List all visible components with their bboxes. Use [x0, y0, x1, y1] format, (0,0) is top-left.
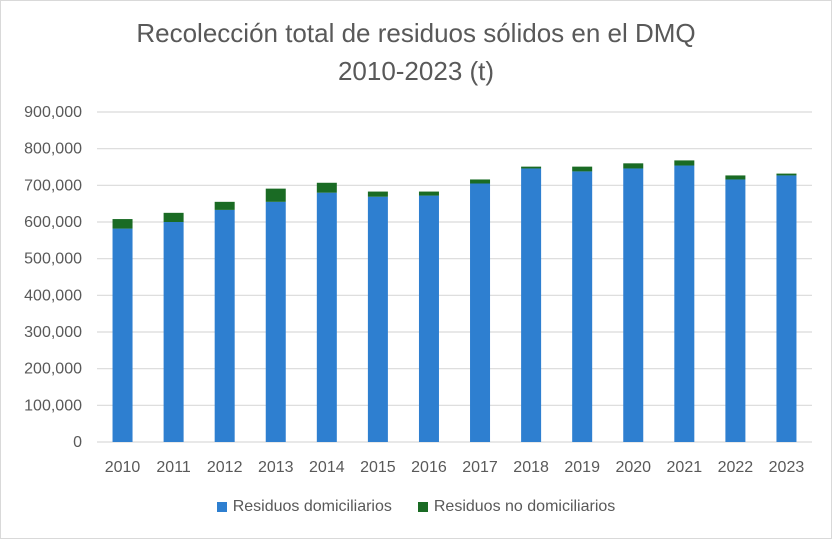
y-tick-label: 300,000 — [24, 324, 82, 341]
y-tick-label: 400,000 — [24, 287, 82, 304]
legend-item-domiciliarios: Residuos domiciliarios — [216, 498, 392, 516]
bar-domiciliarios — [674, 165, 695, 443]
x-tick-label: 2023 — [769, 459, 805, 476]
legend-item-no-domiciliarios: Residuos no domiciliarios — [417, 498, 616, 516]
bar-domiciliarios — [776, 175, 797, 442]
bar-no-domiciliarios — [163, 212, 184, 222]
bar-domiciliarios — [163, 222, 184, 442]
x-tick-label: 2012 — [207, 459, 243, 476]
y-tick-label: 900,000 — [24, 104, 82, 121]
bar-domiciliarios — [214, 209, 235, 442]
bar-domiciliarios — [470, 183, 491, 442]
legend-swatch — [216, 502, 227, 512]
x-tick-label: 2021 — [667, 459, 703, 476]
x-tick-label: 2013 — [258, 459, 294, 476]
y-tick-label: 100,000 — [24, 397, 82, 414]
bar-no-domiciliarios — [623, 163, 644, 169]
bar-no-domiciliarios — [418, 191, 439, 196]
bar-no-domiciliarios — [112, 219, 133, 229]
bar-no-domiciliarios — [521, 166, 542, 169]
x-tick-label: 2022 — [718, 459, 754, 476]
bar-no-domiciliarios — [367, 191, 388, 197]
legend-label: Residuos domiciliarios — [232, 498, 392, 515]
bar-no-domiciliarios — [214, 201, 235, 210]
x-tick-label: 2015 — [360, 459, 396, 476]
bar-domiciliarios — [265, 201, 286, 442]
bar-no-domiciliarios — [674, 160, 695, 166]
bar-no-domiciliarios — [572, 166, 593, 172]
legend: Residuos domiciliarios Residuos no domic… — [0, 498, 832, 516]
bar-no-domiciliarios — [316, 182, 337, 193]
bar-domiciliarios — [316, 192, 337, 442]
x-tick-label: 2020 — [615, 459, 651, 476]
legend-swatch — [417, 502, 428, 512]
bar-domiciliarios — [725, 179, 746, 442]
bar-domiciliarios — [367, 196, 388, 442]
y-tick-label: 600,000 — [24, 214, 82, 231]
x-tick-label: 2010 — [105, 459, 141, 476]
bar-domiciliarios — [418, 195, 439, 442]
x-tick-label: 2018 — [513, 459, 549, 476]
y-tick-label: 700,000 — [24, 177, 82, 194]
x-tick-label: 2014 — [309, 459, 345, 476]
x-tick-label: 2016 — [411, 459, 447, 476]
bar-no-domiciliarios — [265, 188, 286, 202]
bar-domiciliarios — [623, 168, 644, 442]
x-tick-label: 2011 — [156, 459, 191, 476]
chart-subtitle: 2010-2023 (t) — [337, 56, 495, 86]
bar-domiciliarios — [112, 228, 133, 442]
y-tick-label: 800,000 — [24, 141, 82, 158]
bar-domiciliarios — [572, 171, 593, 442]
x-tick-label: 2019 — [564, 459, 600, 476]
bar-domiciliarios — [521, 168, 542, 442]
x-tick-label: 2017 — [462, 459, 498, 476]
bar-no-domiciliarios — [725, 175, 746, 180]
bar-no-domiciliarios — [470, 179, 491, 184]
legend-label: Residuos no domiciliarios — [433, 498, 616, 515]
y-tick-label: 200,000 — [24, 361, 82, 378]
bar-no-domiciliarios — [776, 173, 797, 176]
y-tick-label: 500,000 — [24, 251, 82, 268]
chart-title: Recolección total de residuos sólidos en… — [136, 18, 696, 48]
y-tick-label: 0 — [73, 434, 82, 451]
